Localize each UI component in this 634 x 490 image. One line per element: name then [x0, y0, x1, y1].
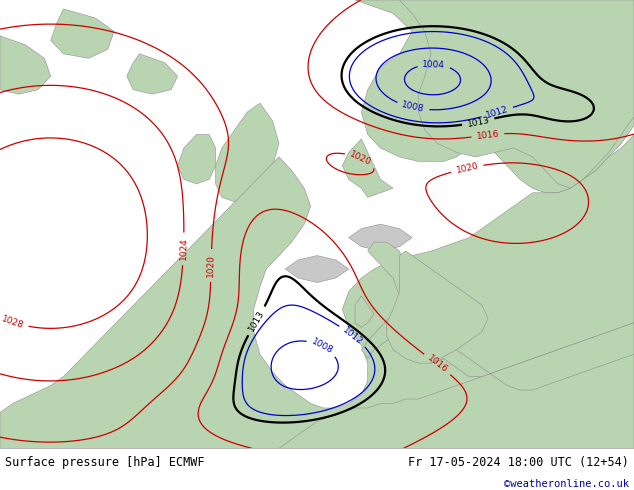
- Polygon shape: [216, 103, 279, 202]
- Polygon shape: [0, 135, 634, 448]
- Polygon shape: [178, 135, 216, 184]
- Text: 1020: 1020: [349, 150, 373, 168]
- Polygon shape: [285, 256, 349, 282]
- Text: Fr 17-05-2024 18:00 UTC (12+54): Fr 17-05-2024 18:00 UTC (12+54): [408, 456, 629, 469]
- Text: 1020: 1020: [455, 162, 479, 175]
- Polygon shape: [355, 0, 634, 193]
- Text: Surface pressure [hPa] ECMWF: Surface pressure [hPa] ECMWF: [5, 456, 205, 469]
- Polygon shape: [361, 242, 418, 359]
- Text: 1012: 1012: [341, 325, 365, 346]
- Polygon shape: [279, 323, 634, 448]
- Text: 1004: 1004: [422, 59, 445, 69]
- Polygon shape: [387, 251, 488, 363]
- Polygon shape: [342, 139, 393, 197]
- Text: 1016: 1016: [425, 354, 449, 375]
- Polygon shape: [349, 224, 412, 251]
- Text: 1028: 1028: [1, 314, 25, 330]
- Polygon shape: [399, 0, 634, 188]
- Polygon shape: [355, 296, 374, 327]
- Text: 1008: 1008: [310, 337, 335, 356]
- Polygon shape: [0, 36, 51, 94]
- Text: 1008: 1008: [401, 100, 425, 114]
- Polygon shape: [127, 54, 178, 94]
- Text: 1013: 1013: [466, 115, 491, 128]
- Text: 1020: 1020: [206, 254, 216, 277]
- Text: 1013: 1013: [247, 309, 266, 333]
- Text: ©weatheronline.co.uk: ©weatheronline.co.uk: [504, 479, 629, 489]
- Polygon shape: [431, 323, 634, 390]
- Text: 1012: 1012: [485, 105, 510, 120]
- Polygon shape: [51, 9, 114, 58]
- Text: 1024: 1024: [179, 237, 188, 261]
- Text: 1016: 1016: [476, 129, 500, 141]
